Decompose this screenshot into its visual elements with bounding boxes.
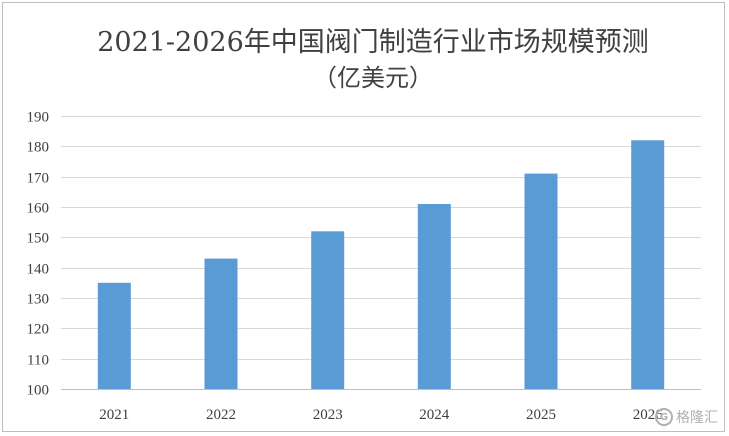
watermark-text: 格隆汇: [676, 410, 718, 426]
bar-2021: [97, 282, 131, 389]
y-tick-label: 150: [27, 231, 50, 247]
bar-2022: [204, 258, 238, 389]
bar-2023: [311, 231, 345, 389]
chart-frame: 2021-2026年中国阀门制造行业市场规模预测 （亿美元） 100 110 120…: [2, 2, 725, 432]
y-tick-label: 100: [27, 383, 50, 399]
y-tick-label: 120: [27, 322, 50, 338]
x-tick-label: 2023: [313, 407, 343, 423]
x-axis-ticks: 2021 2022 2023 2024 2025 2026: [99, 407, 663, 423]
y-axis-ticks: 100 110 120 130 140 150 160 170 180 190: [27, 110, 50, 399]
y-tick-label: 130: [27, 292, 50, 308]
watermark-logo-icon: G: [655, 408, 673, 426]
y-tick-label: 140: [27, 262, 50, 278]
bar-2026: [631, 140, 665, 389]
y-tick-label: 190: [27, 110, 50, 126]
x-tick-label: 2022: [206, 407, 236, 423]
bar-2025: [524, 173, 558, 389]
bar-chart: 2021-2026年中国阀门制造行业市场规模预测 （亿美元） 100 110 120…: [27, 27, 701, 423]
x-tick-label: 2025: [526, 407, 556, 423]
y-tick-label: 160: [27, 201, 50, 217]
x-tick-label: 2024: [419, 407, 450, 423]
chart-subtitle: （亿美元）: [313, 64, 433, 92]
x-tick-label: 2021: [99, 407, 129, 423]
y-tick-label: 170: [27, 171, 50, 187]
chart-title: 2021-2026年中国阀门制造行业市场规模预测: [97, 27, 649, 58]
y-tick-label: 180: [27, 140, 50, 156]
bars: [97, 140, 665, 389]
bar-2024: [417, 204, 451, 389]
watermark: G 格隆汇: [655, 407, 718, 427]
y-tick-label: 110: [27, 353, 49, 369]
gridlines: [61, 116, 701, 390]
